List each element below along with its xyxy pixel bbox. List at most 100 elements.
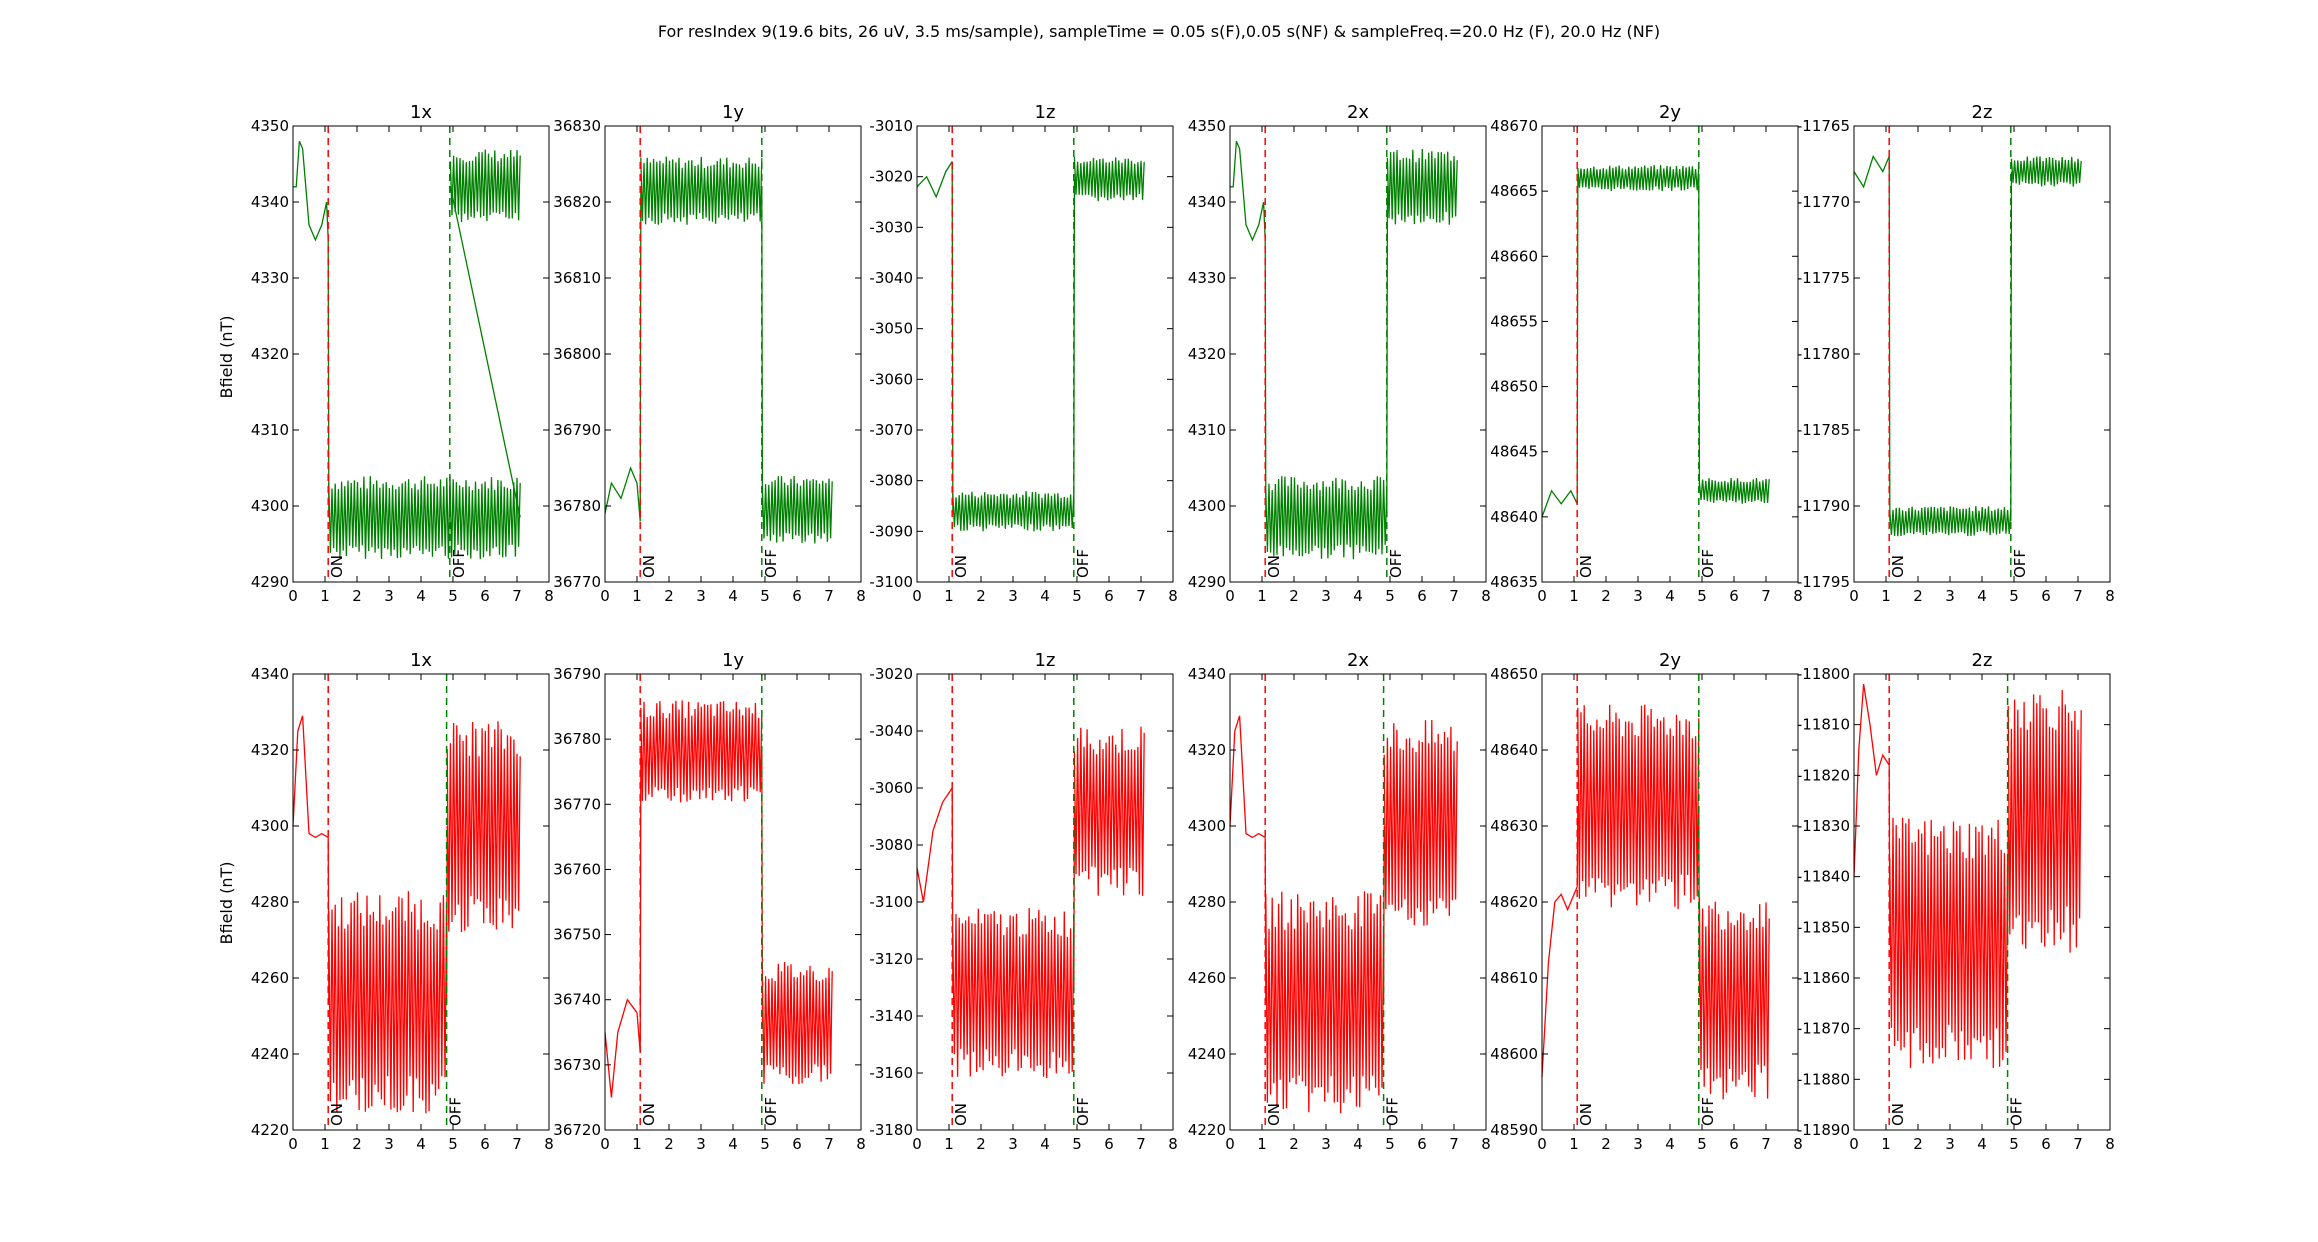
subplot-2-off-label: OFF [1074,549,1092,578]
subplot-7-xtick-label-0: 0 [600,1135,610,1153]
subplot-9-xtick-label-4: 4 [1353,1135,1363,1153]
subplot-11-series-0 [1853,683,1890,877]
subplot-9-ytick-label-0: 4220 [1188,1121,1226,1139]
subplot-3-off-label: OFF [1387,549,1405,578]
subplot-3-ytick-label-5: 4340 [1188,193,1226,211]
subplot-6-off-label: OFF [447,1097,465,1126]
subplot-8-series-1 [952,908,1075,1079]
subplot-1y-unfiltered: ON OFF 1y 0 1 2 3 4 5 6 7 8 36720 36730 36740 36750 3676… [553,650,865,1153]
subplot-7-xtick-label-2: 2 [664,1135,674,1153]
subplot-3-xtick-label-0: 0 [1225,587,1235,605]
subplot-10-ytick-label-2: 48610 [1490,969,1538,987]
subplot-9-series-2 [1383,719,1458,926]
subplot-4-xtick-label-3: 3 [1633,587,1643,605]
subplot-2-xtick-label-7: 7 [1136,587,1146,605]
subplot-4-ytick-label-6: 48665 [1490,182,1538,200]
subplot-1-xtick-label-3: 3 [696,587,706,605]
subplot-10-series-2 [1698,897,1770,1100]
subplot-6-ytick-label-1: 4240 [251,1045,289,1063]
subplot-7-xtick-label-7: 7 [824,1135,834,1153]
subplot-2x-unfiltered: ON OFF 2x 0 1 2 3 4 5 6 7 8 4220 4240 4260 4280 4300 4320… [1188,650,1491,1153]
subplot-3-xtick-label-7: 7 [1449,587,1459,605]
subplot-0-series-0 [293,140,329,242]
subplot-10-xtick-label-2: 2 [1601,1135,1611,1153]
subplot-8-ytick-label-7: -3040 [869,722,913,740]
ylabel-top-row: Bfield (nT) [217,316,236,399]
subplot-4-ytick-label-4: 48655 [1490,312,1538,330]
subplot-1-series-0 [604,466,641,522]
subplot-4-series-2 [1698,477,1770,504]
subplot-2-ytick-label-2: -3080 [869,472,913,490]
subplot-4-ytick-label-7: 48670 [1490,117,1538,135]
subplot-1-ytick-label-0: 36770 [553,573,601,591]
subplot-0-xtick-label-1: 1 [320,587,330,605]
subplot-7-title: 1y [722,650,744,671]
subplot-0-series-1 [328,476,521,560]
subplot-11-ytick-label-9: -11800 [1797,665,1850,683]
subplot-6-xtick-label-6: 6 [480,1135,490,1153]
subplot-0-xtick-label-2: 2 [352,587,362,605]
subplot-11-ytick-label-7: -11820 [1797,766,1850,784]
subplot-3-xtick-label-6: 6 [1417,587,1427,605]
subplot-9-series-0 [1229,715,1266,839]
subplot-11-ytick-label-3: -11860 [1797,969,1850,987]
subplot-1-xtick-label-0: 0 [600,587,610,605]
subplot-3-xtick-label-5: 5 [1385,587,1395,605]
subplot-4-xtick-label-2: 2 [1601,587,1611,605]
subplot-6-ytick-label-2: 4260 [251,969,289,987]
subplot-0-xtick-label-7: 7 [512,587,522,605]
subplot-1z-filtered: ON OFF 1z 0 1 2 3 4 5 6 7 8 -3100 -3090 -3080 -3070 -306… [869,102,1177,605]
subplot-8-xtick-label-2: 2 [976,1135,986,1153]
subplot-2-title: 1z [1035,102,1056,123]
subplot-10-off-label: OFF [1699,1097,1717,1126]
subplot-2-ytick-label-3: -3070 [869,421,913,439]
subplot-8-ytick-label-6: -3060 [869,779,913,797]
subplot-5-series-1 [1889,506,2012,537]
subplot-2z-unfiltered: ON OFF 2z 0 1 2 3 4 5 6 7 8 -11890 -11880 -11870 -11860… [1797,650,2115,1153]
subplot-7-xtick-label-4: 4 [728,1135,738,1153]
subplot-0-off-label: OFF [450,549,468,578]
subplot-3-ytick-label-0: 4290 [1188,573,1226,591]
subplot-6-ytick-label-4: 4300 [251,817,289,835]
subplot-1x-filtered: ON OFF 1x 0 1 2 3 4 5 6 7 8 4290 4300 4310 4320 4330 4340… [251,102,554,605]
subplot-5-xtick-label-7: 7 [2073,587,2083,605]
subplot-0-series-2 [449,149,521,223]
subplot-1-title: 1y [722,102,744,123]
subplot-2y-unfiltered: ON OFF 2y 0 1 2 3 4 5 6 7 8 48590 48600 48610 48620 4863… [1490,650,1802,1153]
subplot-4-ytick-label-1: 48640 [1490,508,1538,526]
subplot-2-series-2 [1073,156,1145,202]
subplot-9-xtick-label-6: 6 [1417,1135,1427,1153]
subplot-6-xtick-label-5: 5 [448,1135,458,1153]
subplot-6-xtick-label-4: 4 [416,1135,426,1153]
subplot-1-series-1 [640,156,763,225]
subplot-10-ytick-label-3: 48620 [1490,893,1538,911]
subplot-8-ytick-label-3: -3120 [869,950,913,968]
subplot-4-xtick-label-5: 5 [1697,587,1707,605]
subplot-1-xtick-label-1: 1 [632,587,642,605]
subplot-3-series-0 [1230,140,1266,242]
subplot-11-ytick-label-2: -11870 [1797,1020,1850,1038]
subplot-7-on-label: ON [640,1103,658,1126]
subplot-1z-unfiltered: ON OFF 1z 0 1 2 3 4 5 6 7 8 -3180 -3160 -3140 -3120 -310… [869,650,1177,1153]
subplot-6-ytick-label-5: 4320 [251,741,289,759]
subplot-10-xtick-label-8: 8 [1793,1135,1803,1153]
subplot-8-ytick-label-5: -3080 [869,836,913,854]
subplot-5-xtick-label-4: 4 [1977,587,1987,605]
subplot-2-series-0 [916,161,953,199]
subplot-5-xtick-label-3: 3 [1945,587,1955,605]
subplot-2-ytick-label-8: -3020 [869,168,913,186]
subplot-1-ytick-label-4: 36810 [553,269,601,287]
subplot-0-ytick-label-2: 4310 [251,421,289,439]
subplot-1-ytick-label-3: 36800 [553,345,601,363]
subplot-10-xtick-label-0: 0 [1537,1135,1547,1153]
subplot-10-ytick-label-1: 48600 [1490,1045,1538,1063]
subplot-8-on-label: ON [952,1103,970,1126]
subplot-1-xtick-label-8: 8 [856,587,866,605]
subplot-1x-unfiltered: ON OFF 1x 0 1 2 3 4 5 6 7 8 4220 4240 4260 4280 4300 4320… [251,650,554,1153]
subplot-9-ytick-label-2: 4260 [1188,969,1226,987]
subplot-4-ytick-label-5: 48660 [1490,247,1538,265]
subplot-1y-filtered: ON OFF 1y 0 1 2 3 4 5 6 7 8 36770 36780 36790 36800 3681… [553,102,865,605]
subplot-3-ytick-label-6: 4350 [1188,117,1226,135]
subplot-9-ytick-label-6: 4340 [1188,665,1226,683]
